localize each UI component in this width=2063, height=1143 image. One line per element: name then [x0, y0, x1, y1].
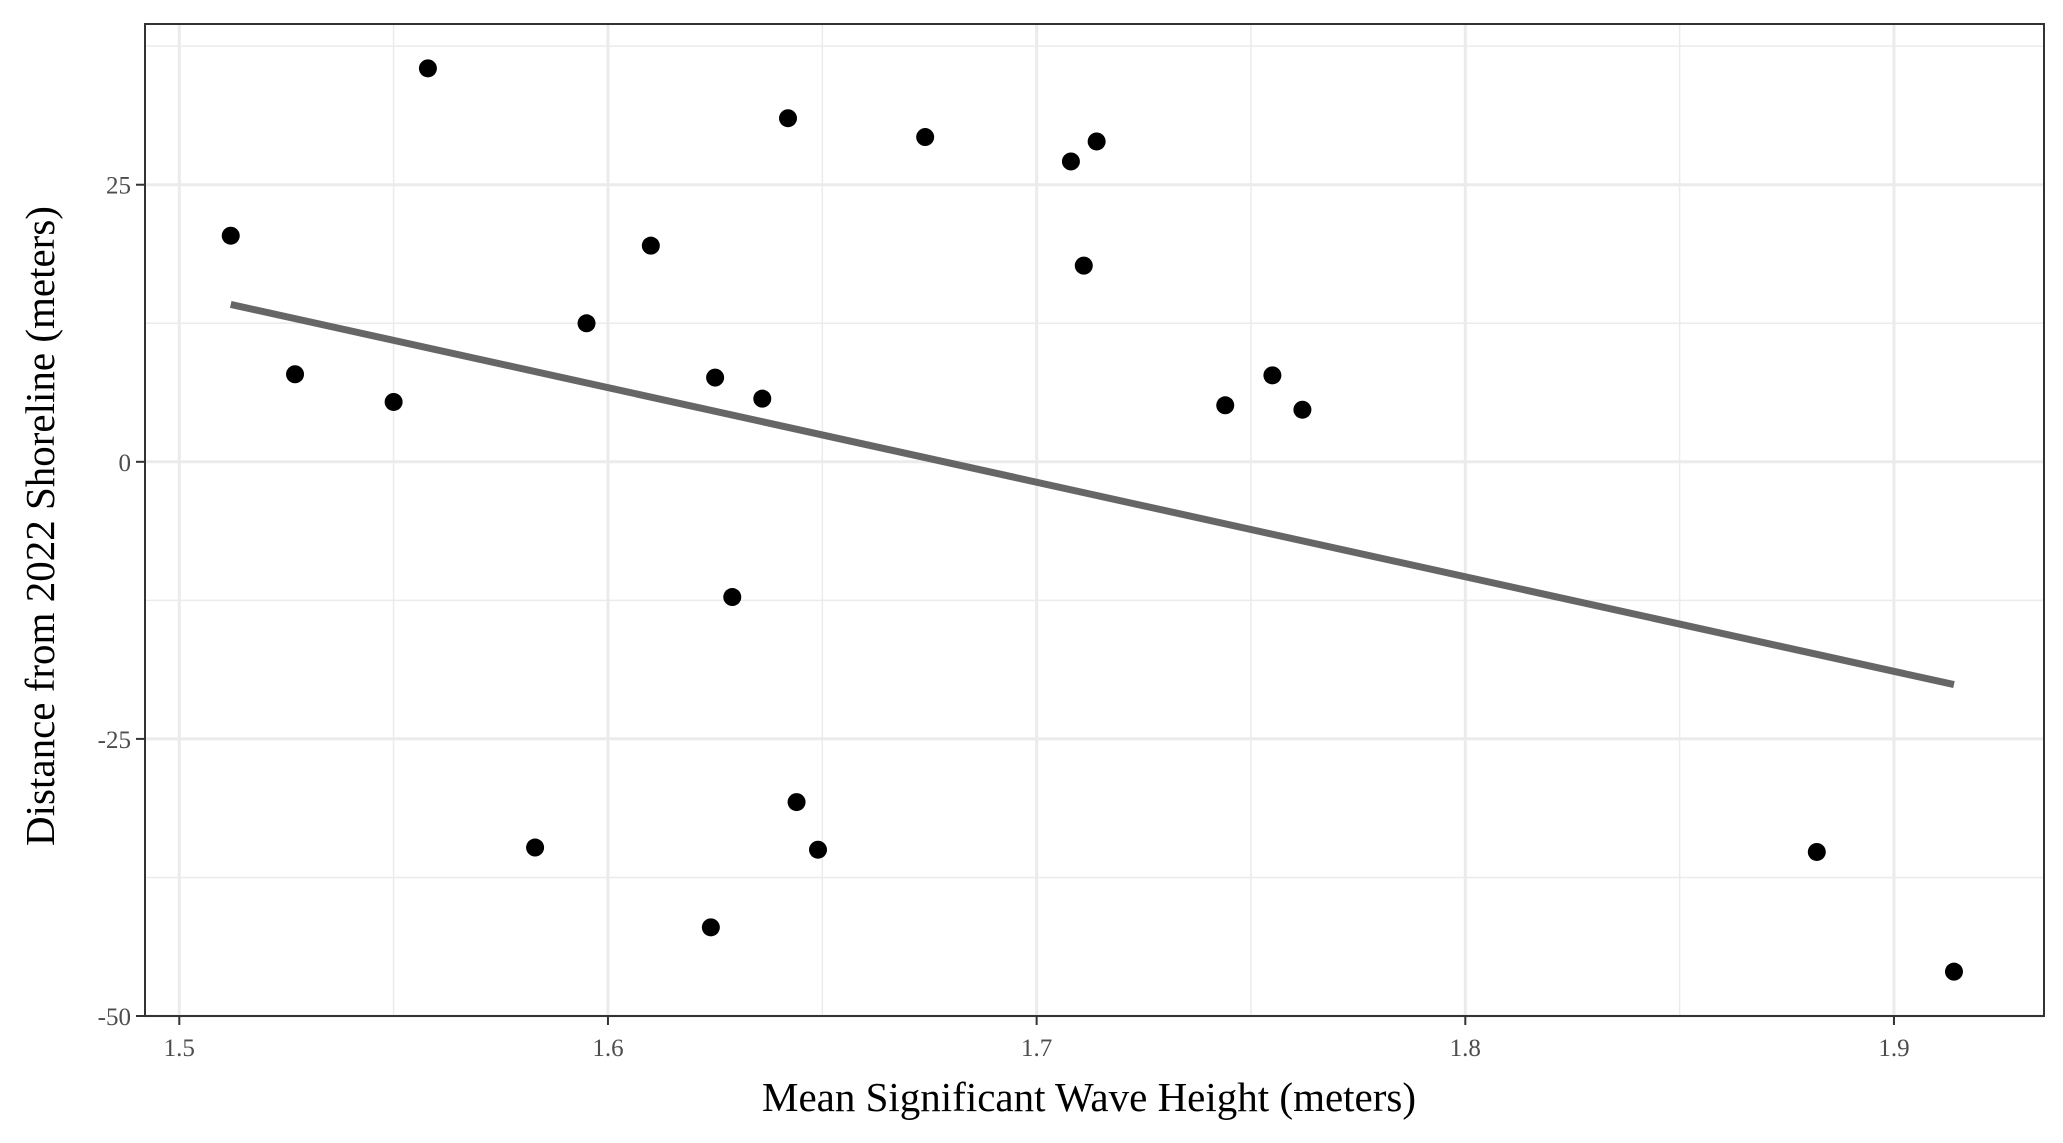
data-point — [753, 389, 772, 408]
data-point — [1074, 256, 1093, 275]
x-axis-title: Mean Significant Wave Height (meters) — [762, 1074, 1416, 1120]
y-tick-label: 25 — [106, 173, 131, 200]
data-point — [706, 368, 725, 387]
data-point — [221, 226, 240, 245]
y-tick-label: -50 — [98, 1004, 131, 1031]
x-tick-label: 1.7 — [1021, 1035, 1052, 1062]
y-tick-label: 0 — [119, 450, 132, 477]
data-point — [1293, 400, 1312, 419]
grid-lines — [145, 24, 2044, 1018]
data-point — [577, 314, 596, 333]
data-point — [723, 588, 742, 607]
data-point — [916, 128, 935, 147]
y-tick-label: -25 — [98, 727, 131, 754]
x-tick-label: 1.6 — [592, 1035, 623, 1062]
data-point — [787, 793, 806, 812]
axes: 1.5 1.6 1.7 1.8 1.9 -50 -25 0 25 — [98, 173, 1910, 1062]
data-point — [1087, 132, 1106, 151]
data-point — [1807, 842, 1826, 861]
x-tick-label: 1.5 — [164, 1035, 195, 1062]
y-axis-title: Distance from 2022 Shoreline (meters) — [17, 206, 63, 846]
data-point — [526, 838, 545, 857]
data-point — [779, 109, 798, 128]
x-tick-label: 1.8 — [1450, 1035, 1481, 1062]
x-tick-label: 1.9 — [1878, 1035, 1909, 1062]
data-point — [1216, 396, 1235, 415]
panel-border — [144, 23, 2045, 1017]
data-point — [286, 365, 305, 384]
data-point — [1061, 152, 1080, 171]
trend-line — [229, 301, 1955, 689]
data-point — [809, 840, 828, 859]
data-point — [418, 59, 437, 78]
data-point — [701, 918, 720, 937]
data-point — [1944, 962, 1963, 981]
data-point — [1263, 366, 1282, 385]
data-points — [221, 59, 1963, 981]
data-point — [641, 236, 660, 255]
data-point — [384, 392, 403, 411]
